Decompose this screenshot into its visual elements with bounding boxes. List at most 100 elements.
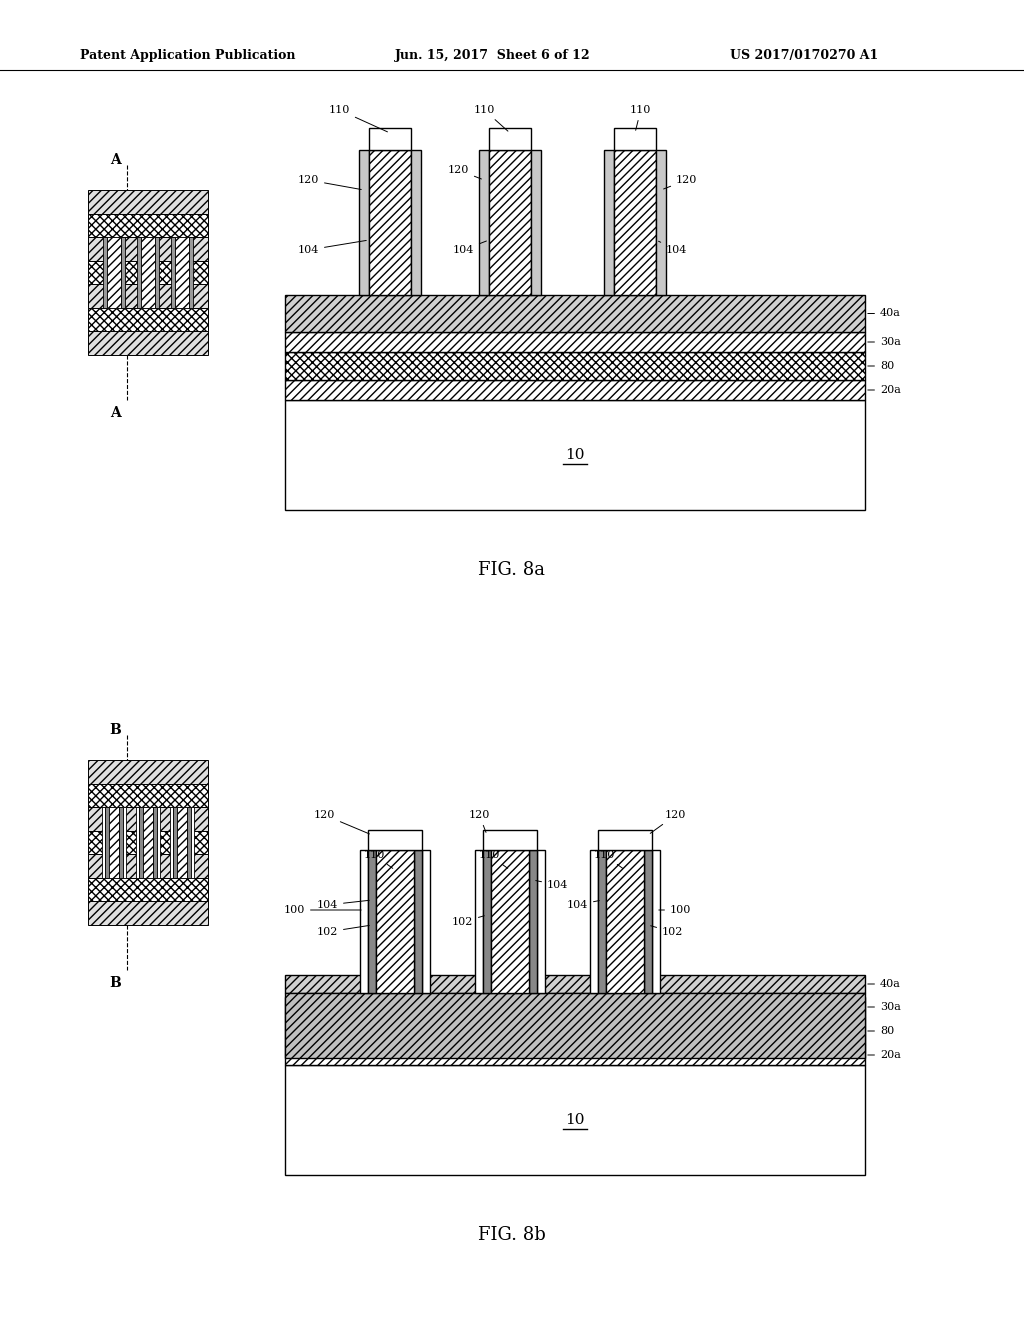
Bar xyxy=(143,807,153,878)
Bar xyxy=(88,878,208,902)
Text: 120: 120 xyxy=(664,176,697,189)
Bar xyxy=(137,238,141,308)
Bar xyxy=(422,850,430,993)
Bar xyxy=(369,128,411,150)
Bar xyxy=(479,150,489,294)
Bar xyxy=(88,760,208,784)
Bar xyxy=(88,261,208,284)
Bar xyxy=(285,380,865,400)
Bar xyxy=(105,807,110,878)
Bar xyxy=(188,238,193,308)
Bar xyxy=(369,150,411,294)
Bar xyxy=(186,807,190,878)
Bar xyxy=(88,190,208,214)
Bar xyxy=(103,238,108,308)
Text: 120: 120 xyxy=(469,810,490,833)
Bar xyxy=(170,807,173,878)
Text: 110: 110 xyxy=(329,106,387,132)
Bar xyxy=(614,150,656,294)
Bar xyxy=(173,807,176,878)
Bar xyxy=(88,238,208,261)
Text: A: A xyxy=(110,407,121,420)
Bar xyxy=(359,150,369,294)
Text: 30a: 30a xyxy=(867,337,901,347)
Bar xyxy=(175,238,188,308)
Bar xyxy=(483,850,490,993)
Bar xyxy=(124,807,126,878)
Bar xyxy=(606,850,644,993)
Bar xyxy=(176,807,186,878)
Text: 120: 120 xyxy=(313,810,370,834)
Bar xyxy=(604,150,614,294)
Text: 80: 80 xyxy=(867,1026,894,1036)
Bar xyxy=(110,807,120,878)
Bar xyxy=(153,807,157,878)
Text: 110: 110 xyxy=(474,106,508,131)
Bar xyxy=(88,331,208,355)
Text: 110: 110 xyxy=(630,106,651,131)
Bar xyxy=(102,807,105,878)
Bar xyxy=(171,238,175,308)
Text: 40a: 40a xyxy=(867,309,901,318)
Text: 102: 102 xyxy=(452,916,484,927)
Bar xyxy=(537,850,545,993)
Bar xyxy=(644,850,652,993)
Text: 110: 110 xyxy=(364,850,393,869)
Bar xyxy=(108,238,122,308)
Bar xyxy=(136,807,139,878)
Bar xyxy=(141,238,155,308)
Bar xyxy=(155,238,159,308)
Bar xyxy=(285,1016,865,1045)
Bar xyxy=(368,850,376,993)
Text: 100: 100 xyxy=(658,906,691,915)
Bar xyxy=(598,850,606,993)
Text: 120: 120 xyxy=(298,176,361,190)
Text: 20a: 20a xyxy=(867,385,901,395)
Text: 104: 104 xyxy=(566,900,599,909)
Text: 104: 104 xyxy=(658,242,687,255)
Bar xyxy=(489,128,531,150)
Bar xyxy=(590,850,598,993)
Text: 104: 104 xyxy=(298,240,367,255)
Bar xyxy=(483,830,537,850)
Bar xyxy=(411,150,421,294)
Bar xyxy=(88,214,208,238)
Bar xyxy=(88,308,208,331)
Bar xyxy=(88,784,208,807)
Bar xyxy=(139,807,143,878)
Bar xyxy=(489,150,531,294)
Text: 120: 120 xyxy=(447,165,481,180)
Bar xyxy=(360,850,368,993)
Text: 40a: 40a xyxy=(867,979,901,989)
Text: Patent Application Publication: Patent Application Publication xyxy=(80,49,296,62)
Text: 80: 80 xyxy=(867,360,894,371)
Bar xyxy=(285,997,865,1016)
Bar xyxy=(490,850,529,993)
Bar xyxy=(656,150,666,294)
Bar xyxy=(88,284,208,308)
Bar xyxy=(529,850,537,993)
Text: B: B xyxy=(110,723,121,737)
Text: 110: 110 xyxy=(478,850,508,869)
Bar xyxy=(531,150,541,294)
Bar xyxy=(598,830,652,850)
Text: 110: 110 xyxy=(594,850,623,869)
Bar xyxy=(88,854,208,878)
Text: A: A xyxy=(110,153,121,168)
Text: 100: 100 xyxy=(284,906,361,915)
Bar xyxy=(190,807,194,878)
Text: 102: 102 xyxy=(316,925,370,937)
Bar xyxy=(285,975,865,993)
Text: Jun. 15, 2017  Sheet 6 of 12: Jun. 15, 2017 Sheet 6 of 12 xyxy=(395,49,591,62)
Bar xyxy=(157,807,160,878)
Text: FIG. 8b: FIG. 8b xyxy=(478,1226,546,1243)
Bar xyxy=(376,850,414,993)
Bar xyxy=(285,400,865,510)
Text: 10: 10 xyxy=(565,447,585,462)
Bar xyxy=(88,807,208,830)
Bar xyxy=(475,850,483,993)
Text: 104: 104 xyxy=(536,880,568,890)
Bar xyxy=(285,352,865,380)
Text: FIG. 8a: FIG. 8a xyxy=(478,561,546,579)
Bar xyxy=(285,1065,865,1175)
